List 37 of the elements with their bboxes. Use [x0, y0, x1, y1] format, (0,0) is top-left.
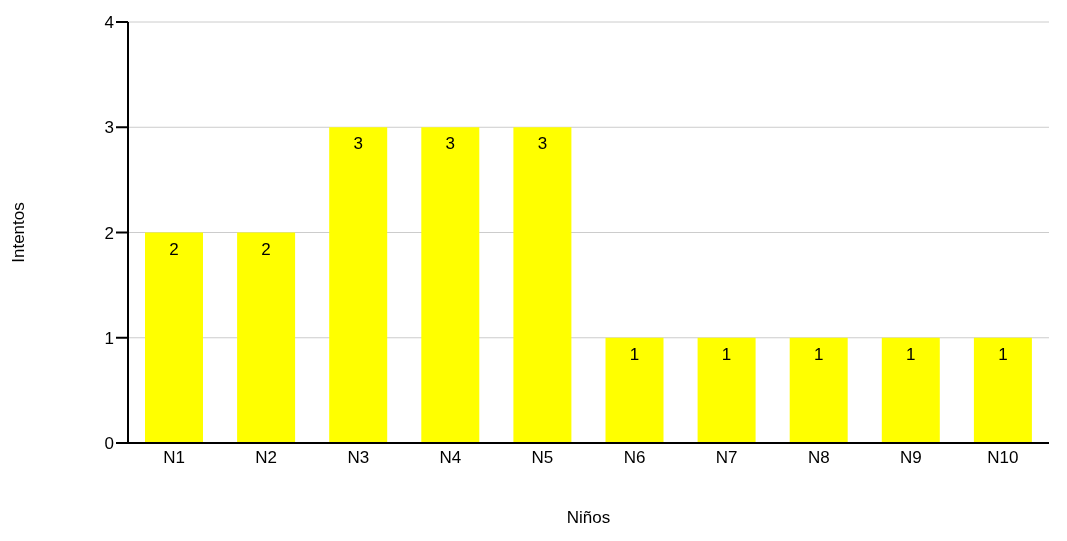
bar [697, 337, 756, 443]
x-tick-label: N5 [531, 448, 554, 468]
bar [145, 232, 203, 443]
y-tick-label: 3 [104, 118, 114, 138]
x-tick-label: N8 [807, 448, 830, 468]
x-tick-label: N10 [987, 448, 1019, 468]
y-tick-label: 2 [104, 223, 114, 243]
data-label: 3 [445, 134, 456, 154]
x-tick-label: N1 [163, 448, 185, 468]
x-tick-label: N6 [623, 448, 646, 468]
data-label: 3 [353, 134, 363, 154]
bar [973, 337, 1032, 443]
bar [789, 337, 848, 443]
data-label: 1 [813, 344, 824, 364]
y-axis-title: Intentos [9, 202, 29, 263]
x-tick-label: N9 [899, 448, 922, 468]
data-label: 1 [721, 344, 732, 364]
data-label: 2 [261, 239, 271, 259]
y-tick-label: 4 [104, 13, 114, 33]
data-label: 2 [169, 239, 179, 259]
data-label: 3 [537, 134, 548, 154]
y-tick-label: 1 [104, 328, 114, 348]
x-tick-label: N3 [347, 448, 370, 468]
data-label: 1 [629, 344, 640, 364]
bar [513, 127, 572, 443]
data-label: 1 [906, 344, 916, 364]
bar [237, 232, 296, 443]
bar [421, 127, 480, 443]
bar [605, 337, 664, 443]
x-tick-label: N7 [715, 448, 738, 468]
bar [329, 127, 388, 443]
x-tick-label: N2 [255, 448, 278, 468]
bar [881, 337, 940, 443]
x-axis-title: Niños [566, 508, 611, 527]
x-tick-label: N4 [439, 448, 462, 468]
data-label: 1 [998, 344, 1008, 364]
y-tick-label: 0 [104, 434, 114, 454]
